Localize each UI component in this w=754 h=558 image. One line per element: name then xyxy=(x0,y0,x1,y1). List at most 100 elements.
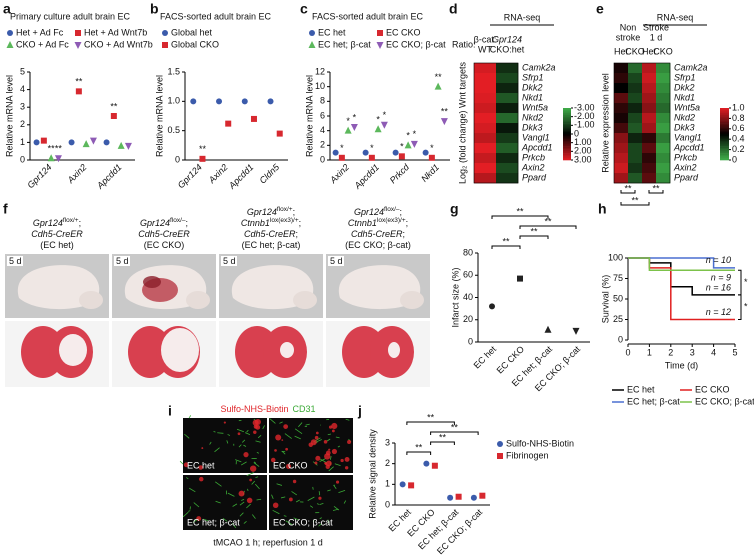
leak xyxy=(252,419,259,426)
significance: * xyxy=(744,302,748,312)
bracket xyxy=(406,451,432,455)
heatmap-cell xyxy=(642,133,657,144)
vessel xyxy=(240,461,247,466)
heatmap-cell xyxy=(474,123,497,134)
genotype-part: ; xyxy=(296,229,299,239)
row-label: Nkd2 xyxy=(674,112,695,122)
colorbar-slice xyxy=(563,147,571,150)
marker xyxy=(250,115,257,122)
bracket xyxy=(430,431,479,435)
leak xyxy=(246,497,253,504)
timepoint-label: 5 d xyxy=(116,256,129,266)
significance: ** xyxy=(631,195,639,205)
lesion xyxy=(143,276,161,288)
column-label: Het xyxy=(642,46,657,56)
genotype-label: Cdh5-CreER xyxy=(138,229,190,239)
vessel xyxy=(184,433,190,439)
micrograph xyxy=(183,475,267,530)
heatmap-cell xyxy=(628,83,643,94)
heatmap-cell xyxy=(628,123,643,134)
heatmap-cell xyxy=(496,153,519,164)
x-tick-label: Axin2 xyxy=(206,162,230,186)
y-tick-label: 2 xyxy=(20,119,25,129)
colorbar-slice xyxy=(720,153,729,156)
brain-lateral xyxy=(231,265,314,310)
colorbar-slice xyxy=(563,154,571,157)
tile-label: EC CKO; β-cat xyxy=(273,517,333,527)
vessel xyxy=(298,422,303,428)
vessel xyxy=(239,501,245,506)
heatmap-cell xyxy=(642,63,657,74)
significance: ** xyxy=(55,144,63,154)
vessel xyxy=(279,421,283,424)
genotype-part: ; xyxy=(79,218,82,228)
y-tick-label: 4 xyxy=(20,84,25,94)
marker xyxy=(89,137,97,145)
colorbar-slice xyxy=(720,128,729,131)
colorbar-slice xyxy=(720,156,729,159)
vessel xyxy=(294,435,301,440)
vessel xyxy=(256,452,260,454)
leak xyxy=(331,448,337,455)
vessel xyxy=(332,508,339,511)
vessel xyxy=(280,496,286,499)
y-axis-label: Relative signal density xyxy=(367,429,377,519)
y-tick-label: 40 xyxy=(463,292,473,302)
vessel xyxy=(319,517,322,520)
y-tick-label: 0 xyxy=(385,499,390,509)
infarct xyxy=(59,334,87,366)
stain-name: Sulfo-NHS-Biotin xyxy=(220,404,288,414)
vessel xyxy=(241,499,245,501)
y-tick-label: 8 xyxy=(320,96,325,106)
heatmap-cell xyxy=(656,83,671,94)
vessel xyxy=(333,484,337,489)
leak xyxy=(314,461,318,465)
marker xyxy=(455,493,462,500)
marker xyxy=(399,481,406,488)
column-label: β-cat: xyxy=(474,34,497,44)
genotype-part: flox/+ xyxy=(277,206,293,213)
colorbar-slice xyxy=(563,134,571,137)
y-tick-label: 3 xyxy=(385,437,390,447)
y-tick-label: 5 xyxy=(20,66,25,76)
vessel xyxy=(244,432,251,435)
heatmap-cell xyxy=(642,83,657,94)
heatmap-cell xyxy=(496,163,519,174)
colorbar-slice xyxy=(720,144,729,147)
genotype-part: (EC CKO) xyxy=(144,240,185,250)
marker xyxy=(422,149,429,156)
vessel xyxy=(272,509,280,515)
vessel xyxy=(246,472,254,476)
vessel xyxy=(188,487,196,493)
vessel xyxy=(329,456,332,460)
genotype-label: Cdh5-CreER; xyxy=(244,229,298,239)
heatmap-cell xyxy=(642,163,657,174)
genotype-part: flox/– xyxy=(170,217,186,224)
heatmap-border xyxy=(473,62,519,184)
vessel xyxy=(309,505,314,508)
leak xyxy=(340,458,344,463)
vessel xyxy=(276,483,283,486)
y-axis-label: Relative mRNA level xyxy=(304,75,314,157)
leak xyxy=(314,435,319,440)
bracket xyxy=(519,235,549,239)
timepoint-label: 5 d xyxy=(330,256,343,266)
vessel xyxy=(282,451,286,455)
genotype-label: Cdh5-CreER; xyxy=(351,229,405,239)
significance: ** xyxy=(199,144,207,154)
colorbar-slice xyxy=(563,146,571,149)
colorbar-label: 1.00 xyxy=(574,137,592,147)
legend-marker xyxy=(75,30,81,36)
leak xyxy=(196,516,202,522)
genotype-label: Cdh5-CreER xyxy=(31,229,83,239)
colorbar-slice xyxy=(720,139,729,142)
genotype-part: ; xyxy=(400,207,403,217)
heatmap-cell xyxy=(474,113,497,124)
y-tick-label: 2 xyxy=(320,140,325,150)
y-tick-label: 3 xyxy=(20,102,25,112)
y-axis-label: Relative mRNA level xyxy=(4,75,14,157)
significance: * xyxy=(406,131,410,141)
marker xyxy=(332,149,339,156)
significance: ** xyxy=(48,144,56,154)
